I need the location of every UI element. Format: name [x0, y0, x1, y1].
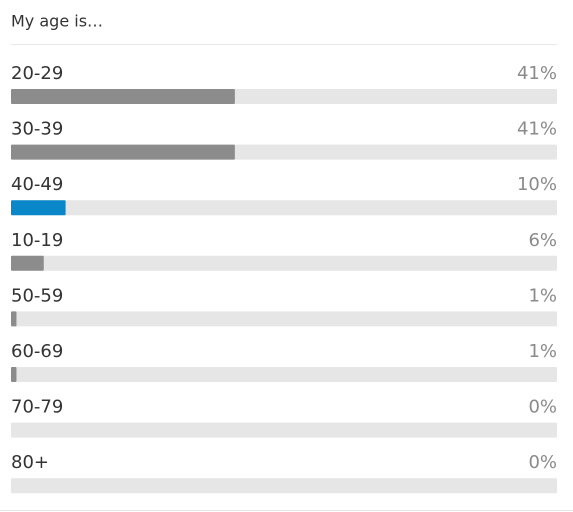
option-label: 30-39	[11, 119, 63, 140]
option-percent: 6%	[528, 230, 557, 251]
option-percent: 0%	[528, 397, 557, 418]
bar-track	[11, 255, 557, 271]
option-percent: 41%	[517, 63, 557, 84]
option-label: 40-49	[11, 174, 63, 195]
option-label: 60-69	[11, 341, 63, 362]
option-label: 50-59	[11, 285, 63, 306]
bar	[11, 144, 235, 160]
option-label: 10-19	[11, 230, 63, 251]
bar-track	[11, 200, 557, 216]
option-percent: 1%	[528, 341, 557, 362]
poll-title: My age is…	[11, 12, 103, 31]
option-percent: 1%	[528, 285, 557, 306]
bar-track	[11, 367, 557, 382]
bar	[11, 200, 66, 216]
bar-track	[11, 311, 557, 327]
option-percent: 10%	[517, 174, 557, 195]
option-percent: 41%	[517, 119, 557, 140]
bar-track	[11, 422, 557, 438]
option-label: 70-79	[11, 397, 63, 418]
option-label: 80+	[11, 452, 49, 473]
bar	[11, 311, 17, 327]
option-label: 20-29	[11, 63, 63, 84]
bar	[11, 367, 17, 382]
bar-track	[11, 478, 557, 494]
option-percent: 0%	[528, 452, 557, 473]
bar	[11, 255, 44, 271]
bar	[11, 89, 235, 104]
